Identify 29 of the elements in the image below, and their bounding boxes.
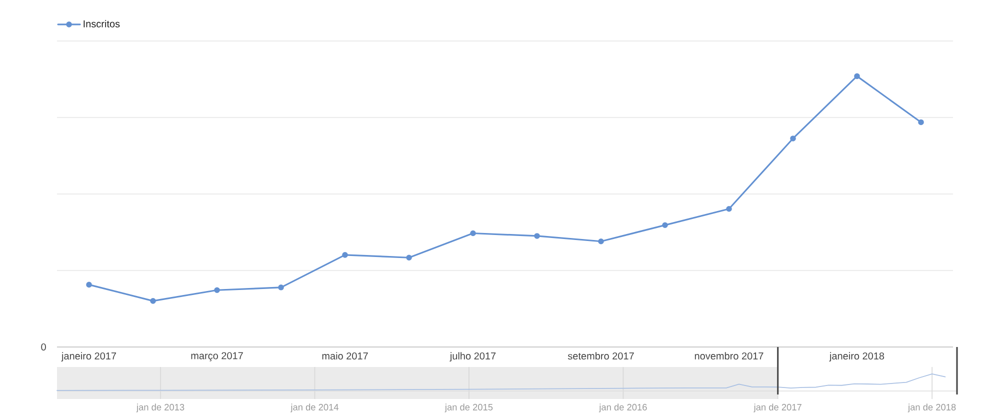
point [534, 233, 540, 239]
x-tick-label: julho 2017 [450, 352, 496, 362]
x-tick-label: jan de 2015 [444, 404, 493, 412]
x-tick-label: jan de 2018 [908, 404, 956, 412]
point [406, 254, 412, 261]
point [726, 206, 732, 212]
point [150, 298, 156, 304]
x-tick-label: jan de 2017 [754, 404, 802, 412]
text: 0 [41, 343, 46, 351]
point [86, 282, 92, 288]
x-tick-label: jan de 2014 [290, 404, 339, 412]
point [470, 230, 476, 236]
x-tick-label: janeiro 2018 [829, 352, 884, 362]
legend-label: Inscritos [84, 20, 120, 28]
point [662, 222, 668, 228]
x-tick-label: jan de 2013 [136, 404, 184, 412]
point [598, 238, 604, 244]
x-tick-label: março 2017 [191, 352, 243, 362]
point [342, 252, 348, 258]
point [214, 287, 220, 294]
point [278, 284, 284, 290]
x-tick-label: janeiro 2017 [61, 352, 116, 362]
point [790, 136, 796, 142]
x-tick-label: maio 2017 [322, 352, 368, 360]
point [918, 119, 924, 126]
point [854, 73, 860, 80]
x-tick-label: novembro 2017 [694, 352, 764, 360]
x-tick-label: jan de 2016 [598, 404, 647, 412]
x-tick-label: setembro 2017 [568, 352, 634, 360]
